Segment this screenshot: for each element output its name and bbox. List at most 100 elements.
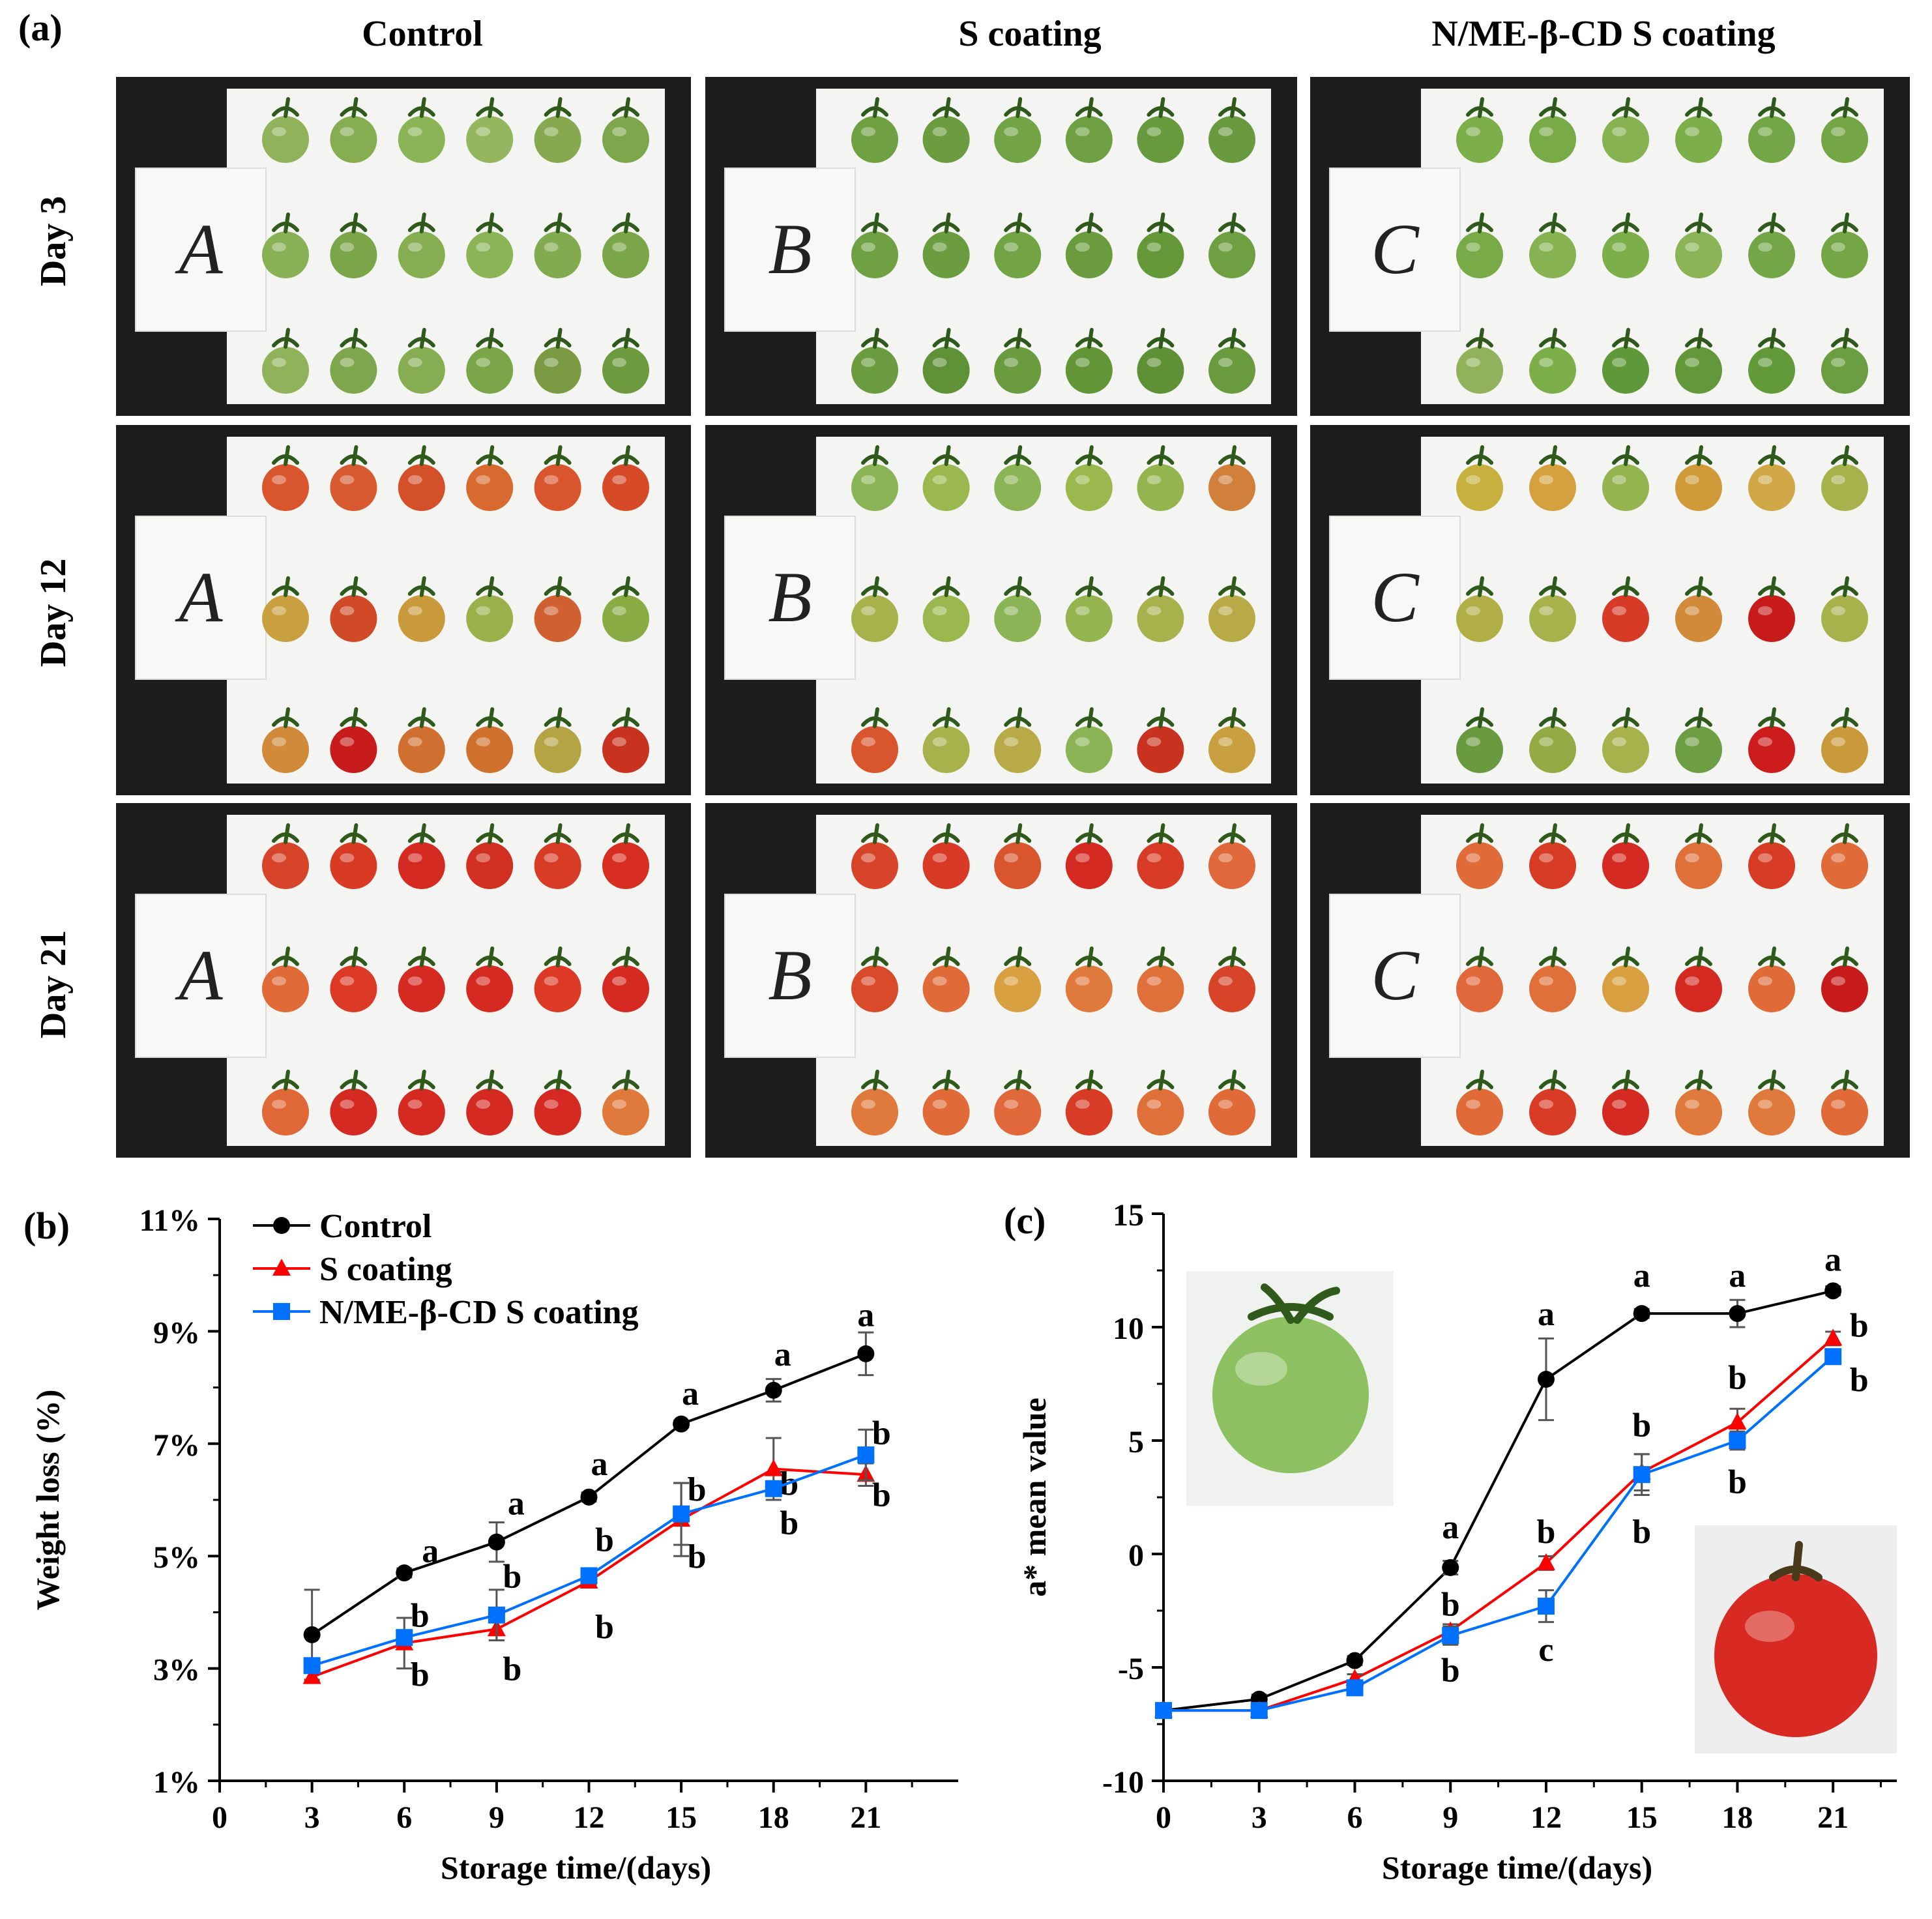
tomato-highlight — [932, 976, 947, 986]
tomato-calyx — [1758, 707, 1785, 728]
tomato — [1675, 212, 1722, 278]
tomato-highlight — [340, 606, 355, 615]
tomato — [398, 946, 445, 1012]
y-tick-label: 1% — [153, 1765, 200, 1800]
tomato — [330, 328, 377, 394]
tomato-body — [1137, 347, 1184, 394]
tomato-highlight — [1685, 358, 1699, 367]
significance-letter: a — [857, 1297, 874, 1334]
tomato-calyx — [340, 97, 368, 118]
tomato — [1208, 576, 1255, 642]
tomato-highlight — [1831, 606, 1845, 615]
tomato — [994, 328, 1042, 394]
tomato-highlight — [1218, 737, 1233, 746]
tomato-highlight — [1539, 737, 1553, 746]
tomato-body — [466, 347, 514, 394]
tomato-calyx — [544, 97, 572, 118]
tomato-highlight — [272, 127, 286, 136]
tomato-body — [994, 595, 1042, 642]
tomato-highlight — [932, 853, 947, 862]
tomato — [1748, 707, 1795, 773]
data-point — [1633, 1305, 1650, 1323]
tomato — [534, 823, 581, 889]
tomato-highlight — [1466, 475, 1480, 484]
tomato-highlight — [1685, 242, 1699, 252]
tomato — [1821, 707, 1868, 773]
tomato-highlight — [612, 242, 626, 252]
significance-letter: b — [503, 1558, 521, 1595]
tomato-body — [330, 842, 377, 889]
tomato-body — [1208, 347, 1255, 394]
legend-item-3: N/ME-β-CD S coating — [253, 1294, 639, 1331]
tomato-body — [398, 965, 445, 1012]
tomato-body — [1208, 595, 1255, 642]
tomato-highlight — [1539, 242, 1553, 252]
tomato-highlight — [1075, 976, 1090, 986]
tomato-calyx — [932, 1070, 960, 1091]
tomato-calyx — [272, 212, 299, 233]
tomato — [330, 212, 377, 278]
tomato — [398, 823, 445, 889]
tomato-highlight — [612, 127, 626, 136]
tomato-highlight — [476, 976, 491, 986]
significance-letter: b — [411, 1656, 430, 1693]
significance-letter: b — [1728, 1360, 1747, 1397]
tomato-calyx — [272, 328, 299, 349]
tomato-body — [398, 726, 445, 773]
tomato-body — [851, 116, 898, 163]
tomato-body — [1065, 1089, 1113, 1135]
tomato-body — [851, 726, 898, 773]
tomato-calyx — [544, 1070, 572, 1091]
x-tick-label: 12 — [574, 1800, 605, 1835]
tomato — [851, 212, 898, 278]
tomato-body — [534, 347, 581, 394]
tomato-body — [534, 231, 581, 278]
tomato-body — [851, 231, 898, 278]
data-point — [1729, 1305, 1746, 1323]
tomato-highlight — [544, 127, 559, 136]
tomato — [602, 707, 649, 773]
tomato-calyx — [476, 946, 504, 967]
x-tick-label: 6 — [1347, 1800, 1362, 1835]
column-title-control: Control — [362, 14, 483, 54]
tomato-body — [398, 231, 445, 278]
data-point — [765, 1480, 782, 1497]
tomato-calyx — [340, 328, 368, 349]
tag-card — [724, 894, 856, 1058]
tomato-body — [1675, 726, 1722, 773]
tomato-calyx — [476, 328, 504, 349]
tomato-calyx — [1004, 445, 1032, 466]
tomato-highlight — [1218, 853, 1233, 862]
tomato-highlight — [1685, 737, 1699, 746]
tomato-highlight — [476, 242, 491, 252]
tomato-body — [398, 595, 445, 642]
tomato — [262, 946, 309, 1012]
tomato — [1065, 823, 1113, 889]
y-tick-label: 5 — [1128, 1425, 1144, 1459]
tomato-body — [922, 1089, 970, 1135]
tomato-body — [534, 464, 581, 511]
tomato-calyx — [1685, 97, 1712, 118]
photo-r3-c1: A — [116, 803, 691, 1158]
tomato — [1208, 445, 1255, 511]
y-tick-label: 7% — [153, 1428, 200, 1463]
tomato — [1748, 328, 1795, 394]
tomato-highlight — [1218, 358, 1233, 367]
tomato-calyx — [1147, 946, 1175, 967]
tomato-calyx — [1075, 212, 1103, 233]
tomato-highlight — [1075, 475, 1090, 484]
tomato-highlight — [1147, 358, 1162, 367]
tomato-body — [994, 116, 1042, 163]
tomato-highlight — [612, 1100, 626, 1109]
tomato-calyx — [1831, 707, 1858, 728]
tomato — [1529, 212, 1576, 278]
tomato-calyx — [1075, 328, 1103, 349]
data-point — [857, 1446, 875, 1464]
tomato-calyx — [612, 707, 639, 728]
tomato-body — [851, 347, 898, 394]
tomato-calyx — [861, 328, 888, 349]
tomato-calyx — [272, 707, 299, 728]
tomato — [330, 445, 377, 511]
tomato-calyx — [1218, 1070, 1246, 1091]
tomato-calyx — [1004, 707, 1032, 728]
